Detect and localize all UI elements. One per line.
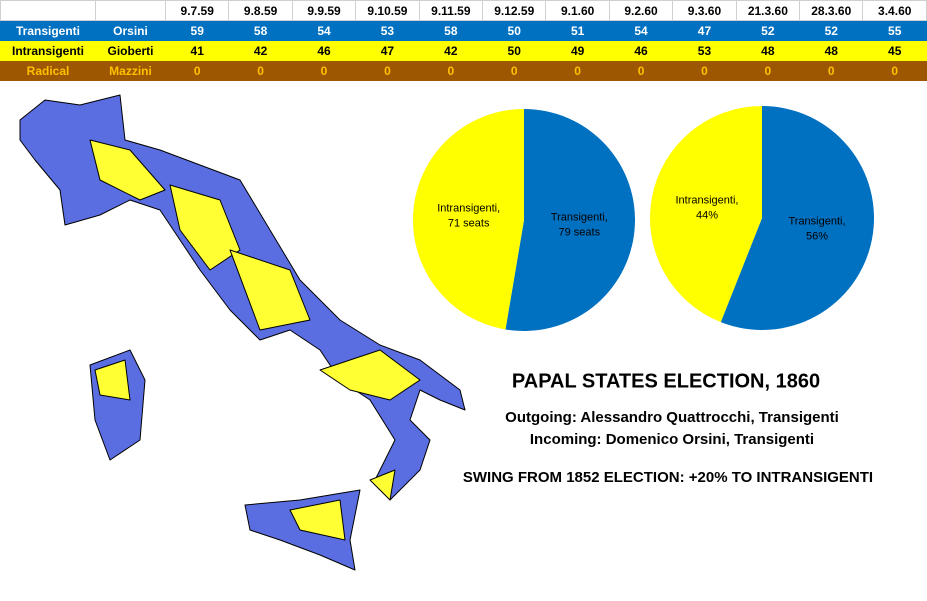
slice-category: Intransigenti, xyxy=(437,202,500,214)
swing: SWING FROM 1852 ELECTION: +20% TO INTRAN… xyxy=(463,469,873,486)
poll-value: 46 xyxy=(291,40,357,61)
column-header: 9.10.59 xyxy=(355,0,420,21)
poll-value: 58 xyxy=(418,20,484,41)
column-header: 9.7.59 xyxy=(164,0,230,21)
leader: Mazzini xyxy=(95,60,166,81)
poll-value: 41 xyxy=(164,40,230,61)
slice-category: Intransigenti, xyxy=(675,194,738,206)
poll-value: 0 xyxy=(482,60,547,81)
poll-value: 59 xyxy=(164,20,230,41)
poll-value: 52 xyxy=(735,20,801,41)
table-row: Transigenti Orsini 59 58 54 53 58 50 51 54 47 52 52 5… xyxy=(0,20,927,41)
leader: Gioberti xyxy=(95,40,166,61)
poll-value: 51 xyxy=(545,20,610,41)
poll-value: 53 xyxy=(672,40,737,61)
leader: Orsini xyxy=(95,20,166,41)
column-header: 28.3.60 xyxy=(799,0,864,21)
poll-value: 54 xyxy=(291,20,357,41)
poll-value: 47 xyxy=(672,20,737,41)
column-header: 9.12.59 xyxy=(482,0,547,21)
party: Transigenti xyxy=(0,20,96,41)
column-header: 21.3.60 xyxy=(735,0,801,21)
column-header: 9.8.59 xyxy=(228,0,293,21)
poll-value: 49 xyxy=(545,40,610,61)
poll-value: 50 xyxy=(482,20,547,41)
slice-value-label: 79 seats xyxy=(559,227,601,239)
pie-slice xyxy=(413,109,524,330)
poll-value: 55 xyxy=(862,20,927,41)
slice-value-label: 44% xyxy=(696,209,718,221)
title: PAPAL STATES ELECTION, 1860 xyxy=(512,370,820,392)
poll-value: 0 xyxy=(799,60,864,81)
poll-value: 42 xyxy=(418,40,484,61)
poll-value: 47 xyxy=(355,40,420,61)
party: Intransigenti xyxy=(0,40,96,61)
poll-value: 0 xyxy=(608,60,674,81)
table-row: Intransigenti Gioberti 41 42 46 47 42 50 49 46 53 4… xyxy=(0,40,927,61)
poll-value: 0 xyxy=(418,60,484,81)
polls-table: 9.7.59 9.8.59 9.9.59 9.10.59 9.11.59 9.12.59 9… xyxy=(0,0,927,81)
column-header: 9.2.60 xyxy=(608,0,674,21)
pie-slice xyxy=(650,106,762,323)
column-header: 3.4.60 xyxy=(862,0,927,21)
map xyxy=(19,94,466,571)
header-cell xyxy=(95,0,166,21)
poll-value: 0 xyxy=(862,60,927,81)
slice-value-label: 71 seats xyxy=(448,217,490,229)
poll-value: 42 xyxy=(228,40,293,61)
column-header: 9.9.59 xyxy=(291,0,357,21)
pie-slice xyxy=(720,106,875,330)
poll-value: 48 xyxy=(735,40,801,61)
slice-category: Transigenti, xyxy=(788,215,845,227)
poll-value: 0 xyxy=(545,60,610,81)
table-row: Radical Mazzini 0 0 0 0 0 0 0 0 0 0 0 0 xyxy=(0,60,927,81)
poll-value: 48 xyxy=(799,40,864,61)
poll-value: 0 xyxy=(228,60,293,81)
poll-value: 0 xyxy=(672,60,737,81)
poll-value: 53 xyxy=(355,20,420,41)
column-header: 9.1.60 xyxy=(545,0,610,21)
poll-value: 54 xyxy=(608,20,674,41)
poll-value: 0 xyxy=(164,60,230,81)
column-header: 9.11.59 xyxy=(418,0,484,21)
table-row: 9.7.59 9.8.59 9.9.59 9.10.59 9.11.59 9.12.59 9… xyxy=(0,0,927,21)
slice-value-label: 56% xyxy=(806,230,828,242)
column-header: 9.3.60 xyxy=(672,0,737,21)
poll-value: 0 xyxy=(735,60,801,81)
poll-value: 45 xyxy=(862,40,927,61)
poll-value: 58 xyxy=(228,20,293,41)
poll-value: 52 xyxy=(799,20,864,41)
poll-value: 0 xyxy=(355,60,420,81)
pie-slice xyxy=(505,109,636,331)
poll-value: 46 xyxy=(608,40,674,61)
poll-value: 50 xyxy=(482,40,547,61)
slice-category: Transigenti, xyxy=(551,212,608,224)
outgoing: Outgoing: Alessandro Quattrocchi, Transi… xyxy=(505,409,839,426)
poll-value: 0 xyxy=(291,60,357,81)
header-cell xyxy=(0,0,96,21)
party: Radical xyxy=(0,60,96,81)
incoming: Incoming: Domenico Orsini, Transigenti xyxy=(530,431,814,448)
